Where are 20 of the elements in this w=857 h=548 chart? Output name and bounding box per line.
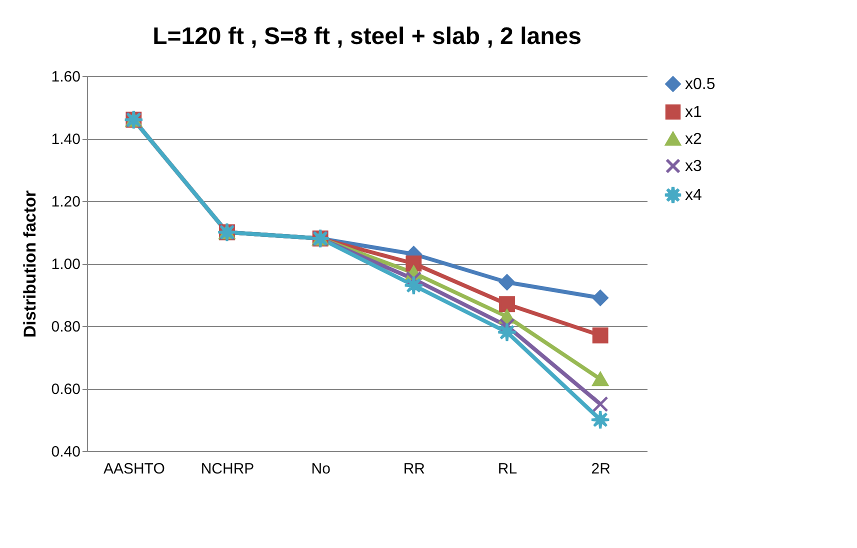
y-tick-label: 1.20 [51, 194, 80, 210]
x-tick-label: RR [403, 460, 426, 478]
x-tick-label: AASHTO [103, 460, 165, 478]
y-tick-label: 0.60 [51, 381, 80, 398]
legend-label: x3 [685, 158, 702, 175]
y-tick-label: 0.40 [51, 444, 80, 460]
legend-label: x4 [685, 187, 702, 204]
y-tick-label: 0.80 [51, 318, 80, 336]
legend-label: x2 [685, 131, 702, 148]
legend-label: x1 [685, 104, 702, 121]
x-tick-label: 2R [591, 460, 611, 478]
y-tick-label: 1.00 [51, 256, 80, 273]
y-tick-label: 1.60 [51, 68, 80, 86]
x-tick-label: NCHRP [200, 460, 254, 478]
chart-title: L=120 ft , S=8 ft , steel + slab , 2 lanes [152, 23, 582, 50]
y-axis-title: Distribution factor [20, 190, 40, 338]
legend-label: x0.5 [685, 76, 716, 93]
y-tick-label: 1.40 [51, 131, 80, 148]
x-tick-label: No [311, 460, 330, 478]
x-tick-label: RL [498, 460, 518, 478]
